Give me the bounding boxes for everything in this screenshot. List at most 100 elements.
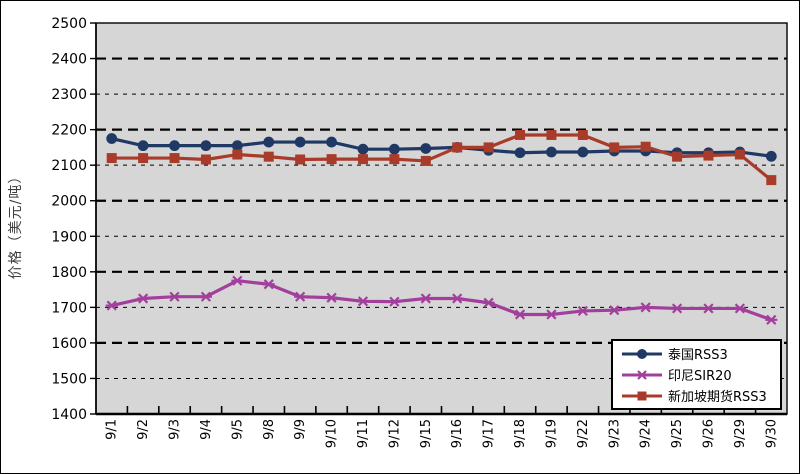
- y-tick-label: 1800: [51, 265, 87, 281]
- x-tick-label: 9/29: [733, 419, 748, 448]
- series-marker-indonesia-sir20-point: [514, 309, 526, 320]
- x-tick-label: 9/11: [356, 419, 371, 448]
- legend-label: 印尼SIR20: [668, 369, 732, 384]
- series-marker-singapore-futures-rss3-point: [169, 153, 180, 164]
- series-marker-indonesia-sir20-point: [357, 296, 369, 307]
- series-marker-singapore-futures-rss3-point: [357, 154, 368, 165]
- star-marker-icon: [622, 369, 662, 380]
- x-tick-label: 9/26: [701, 419, 716, 448]
- series-marker-thailand-rss3-point: [420, 143, 432, 154]
- series-marker-thailand-rss3-point: [388, 143, 400, 155]
- series-marker-thailand-rss3-point: [169, 140, 180, 152]
- y-tick-label: 1600: [51, 336, 87, 352]
- series-line-indonesia-sir20: [110, 279, 773, 322]
- y-tick-label: 1900: [51, 229, 87, 245]
- series-marker-thailand-rss3-point: [546, 146, 557, 158]
- legend-item-indonesia-sir20: 印尼SIR20: [621, 365, 780, 384]
- series-marker-singapore-futures-rss3-point: [326, 154, 337, 165]
- series-marker-singapore-futures-rss3-point: [420, 155, 431, 166]
- series-marker-singapore-futures-rss3-point: [483, 142, 494, 153]
- x-tick-label: 9/25: [670, 419, 685, 448]
- series-marker-singapore-futures-rss3-point: [452, 142, 463, 153]
- series-marker-indonesia-sir20-point: [734, 303, 745, 314]
- x-tick-label: 9/16: [450, 419, 465, 448]
- y-tick-label: 2100: [51, 158, 87, 174]
- x-tick-label: 9/3: [168, 419, 183, 440]
- series-marker-singapore-futures-rss3-point: [577, 129, 588, 140]
- series-marker-singapore-futures-rss3-point: [609, 142, 620, 153]
- y-tick-label: 1700: [51, 300, 87, 316]
- y-tick-label: 1500: [51, 371, 87, 387]
- legend-item-singapore-futures-rss3: 新加坡期货RSS3: [621, 386, 780, 405]
- series-marker-thailand-rss3-point: [326, 136, 337, 148]
- x-tick-label: 9/24: [639, 419, 654, 448]
- series-marker-thailand-rss3-point: [294, 136, 306, 148]
- x-tick-label: 9/9: [293, 419, 308, 440]
- series-marker-indonesia-sir20-point: [232, 275, 243, 286]
- x-tick-label: 9/30: [764, 419, 779, 448]
- series-marker-singapore-futures-rss3-point: [138, 153, 149, 164]
- series-marker-indonesia-sir20-point: [766, 314, 777, 325]
- series-marker-indonesia-sir20-point: [609, 305, 620, 316]
- legend-label: 泰国RSS3: [668, 348, 728, 363]
- x-tick-label: 9/4: [199, 419, 214, 440]
- series-marker-singapore-futures-rss3-point: [672, 151, 683, 162]
- series-marker-indonesia-sir20-point: [389, 296, 400, 307]
- series-marker-thailand-rss3-point: [263, 136, 275, 148]
- legend-label: 新加坡期货RSS3: [668, 390, 767, 405]
- series-marker-thailand-rss3-point: [357, 143, 369, 155]
- series-marker-singapore-futures-rss3-point: [106, 153, 117, 164]
- x-tick-label: 9/18: [513, 419, 528, 448]
- x-tick-label: 9/23: [607, 419, 622, 448]
- series-marker-thailand-rss3-point: [577, 146, 589, 158]
- series-marker-singapore-futures-rss3-point: [263, 151, 274, 162]
- series-marker-indonesia-sir20-point: [483, 297, 494, 308]
- series-marker-thailand-rss3-point: [106, 133, 118, 144]
- x-tick-label: 9/5: [230, 419, 245, 440]
- circle-marker-icon: [622, 348, 662, 359]
- series-marker-singapore-futures-rss3-point: [734, 149, 745, 160]
- series-marker-indonesia-sir20-point: [169, 291, 180, 302]
- series-marker-singapore-futures-rss3-point: [640, 141, 651, 152]
- y-tick-label: 1400: [51, 407, 87, 423]
- series-marker-thailand-rss3-point: [200, 140, 212, 152]
- y-tick-label: 2500: [51, 16, 87, 32]
- series-marker-indonesia-sir20-point: [703, 303, 714, 314]
- series-marker-indonesia-sir20-point: [640, 302, 651, 313]
- series-marker-indonesia-sir20-point: [326, 292, 337, 303]
- x-tick-label: 9/10: [325, 419, 340, 448]
- x-tick-label: 9/1: [105, 419, 120, 440]
- square-marker-icon: [622, 391, 662, 400]
- series-marker-singapore-futures-rss3-point: [546, 129, 557, 140]
- legend: 泰国RSS3 印尼SIR20 新加坡期货RSS3: [611, 339, 782, 410]
- series-marker-singapore-futures-rss3-point: [232, 149, 243, 160]
- series-marker-singapore-futures-rss3-point: [766, 175, 777, 186]
- x-tick-label: 9/17: [482, 419, 497, 448]
- x-tick-label: 9/8: [262, 419, 277, 440]
- y-tick-label: 2400: [51, 52, 87, 68]
- series-marker-indonesia-sir20-point: [452, 293, 463, 304]
- x-tick-label: 9/2: [136, 419, 151, 440]
- series-marker-indonesia-sir20-point: [671, 303, 683, 314]
- series-marker-indonesia-sir20-point: [200, 291, 212, 302]
- y-tick-label: 2200: [51, 123, 87, 139]
- series-marker-thailand-rss3-point: [137, 140, 149, 152]
- series-marker-singapore-futures-rss3-point: [295, 154, 306, 165]
- series-marker-singapore-futures-rss3-point: [515, 129, 526, 140]
- y-tick-label: 2000: [51, 194, 87, 210]
- y-tick-label: 2300: [51, 87, 87, 103]
- series-marker-indonesia-sir20-point: [295, 291, 306, 302]
- series-marker-singapore-futures-rss3-point: [703, 150, 714, 161]
- series-marker-singapore-futures-rss3-point: [200, 154, 211, 165]
- series-marker-indonesia-sir20-point: [138, 293, 149, 304]
- series-marker-singapore-futures-rss3-point: [389, 154, 400, 165]
- x-tick-label: 9/12: [387, 419, 402, 448]
- legend-item-thailand-rss3: 泰国RSS3: [621, 344, 780, 363]
- series-marker-indonesia-sir20-point: [420, 293, 431, 304]
- series-marker-indonesia-sir20-point: [106, 300, 117, 311]
- series-line-singapore-futures-rss3: [110, 133, 773, 182]
- series-marker-thailand-rss3-point: [231, 140, 243, 152]
- series-marker-indonesia-sir20-point: [263, 279, 274, 290]
